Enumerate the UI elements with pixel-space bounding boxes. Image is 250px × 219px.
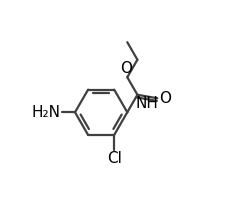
Text: H₂N: H₂N (32, 105, 61, 120)
Text: NH: NH (135, 96, 158, 111)
Text: O: O (120, 61, 132, 76)
Text: O: O (159, 91, 171, 106)
Text: Cl: Cl (107, 151, 122, 166)
